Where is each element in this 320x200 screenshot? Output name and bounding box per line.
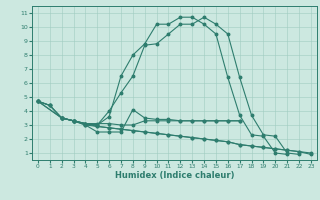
X-axis label: Humidex (Indice chaleur): Humidex (Indice chaleur) (115, 171, 234, 180)
